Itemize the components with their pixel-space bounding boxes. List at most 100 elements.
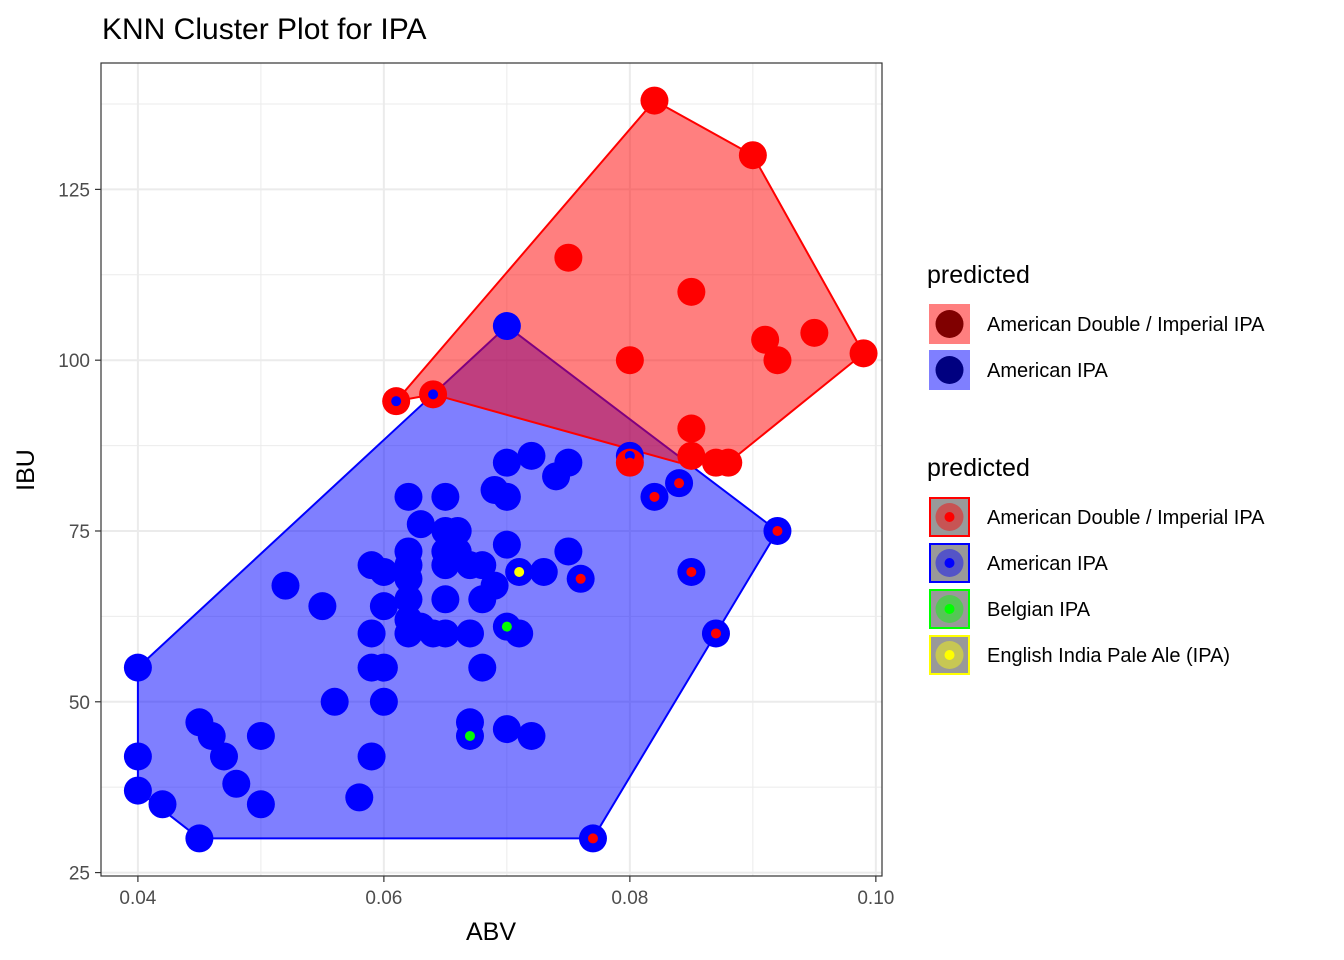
data-point-inner bbox=[452, 546, 463, 557]
data-point-inner bbox=[551, 471, 562, 482]
data-point-inner bbox=[317, 601, 328, 612]
data-point-inner bbox=[464, 717, 475, 728]
y-axis: 25 50 75 100 125 bbox=[58, 180, 101, 885]
data-point-inner bbox=[218, 751, 229, 762]
plot-border bbox=[100, 62, 883, 877]
legend-title: predicted bbox=[927, 261, 1030, 289]
data-point-inner bbox=[501, 457, 512, 468]
x-tick-label: 0.10 bbox=[857, 888, 894, 909]
data-point-inner bbox=[403, 628, 414, 639]
data-point-inner bbox=[403, 573, 414, 584]
data-point-inner bbox=[624, 457, 635, 468]
y-axis-title: IBU bbox=[12, 449, 40, 491]
data-point-inner bbox=[391, 396, 402, 407]
data-point-inner bbox=[514, 628, 525, 639]
data-point-inner bbox=[403, 614, 414, 625]
x-tick-label: 0.06 bbox=[365, 888, 402, 909]
data-point-inner bbox=[501, 539, 512, 550]
data-point-inner bbox=[563, 252, 574, 263]
x-tick-label: 0.08 bbox=[611, 888, 648, 909]
data-point-inner bbox=[255, 730, 266, 741]
cluster-hull bbox=[395, 99, 865, 464]
data-point-inner bbox=[366, 628, 377, 639]
data-point-inner bbox=[477, 594, 488, 605]
legend-item: Belgian IPA bbox=[929, 589, 1091, 629]
data-point-inner bbox=[378, 662, 389, 673]
legend-item: American IPA bbox=[929, 543, 1108, 583]
data-point-inner bbox=[464, 730, 475, 741]
data-point-inner bbox=[772, 525, 783, 536]
legend-dot bbox=[944, 604, 955, 614]
legend-label: American IPA bbox=[987, 360, 1108, 382]
legend-label: American Double / Imperial IPA bbox=[987, 507, 1265, 529]
y-tick-label: 50 bbox=[69, 693, 90, 714]
legend-swatch bbox=[929, 635, 970, 675]
data-point-inner bbox=[489, 484, 500, 495]
data-point-inner bbox=[366, 560, 377, 571]
data-point-inner bbox=[280, 580, 291, 591]
y-tick-label: 125 bbox=[58, 180, 90, 201]
data-point-inner bbox=[157, 799, 168, 810]
data-point-inner bbox=[428, 389, 439, 400]
x-axis: 0.04 0.06 0.08 0.10 bbox=[119, 876, 894, 909]
data-point-inner bbox=[403, 546, 414, 557]
data-point-inner bbox=[710, 628, 721, 639]
data-point-inner bbox=[538, 566, 549, 577]
data-point-inner bbox=[366, 751, 377, 762]
data-point-inner bbox=[723, 457, 734, 468]
data-point-inner bbox=[231, 778, 242, 789]
data-point-inner bbox=[403, 491, 414, 502]
data-point-inner bbox=[440, 491, 451, 502]
legend-label: Belgian IPA bbox=[987, 599, 1091, 621]
data-point-inner bbox=[440, 546, 451, 557]
plot-area bbox=[100, 62, 883, 877]
data-point-inner bbox=[440, 525, 451, 536]
legend-group: predicted American Double / Imperial IPA A… bbox=[927, 454, 1265, 675]
y-tick-label: 100 bbox=[58, 351, 90, 372]
data-point-inner bbox=[575, 573, 586, 584]
data-point-inner bbox=[649, 491, 660, 502]
data-point-inner bbox=[452, 525, 463, 536]
data-point-inner bbox=[674, 478, 685, 489]
data-point-inner bbox=[501, 491, 512, 502]
data-point-inner bbox=[624, 355, 635, 366]
data-point-inner bbox=[686, 423, 697, 434]
data-point-inner bbox=[255, 799, 266, 810]
data-point-inner bbox=[428, 628, 439, 639]
data-point-inner bbox=[378, 566, 389, 577]
data-point-inner bbox=[649, 95, 660, 106]
y-tick-label: 75 bbox=[69, 522, 90, 543]
data-point-inner bbox=[501, 321, 512, 332]
data-point-inner bbox=[747, 150, 758, 161]
data-point-inner bbox=[132, 662, 143, 673]
data-point-inner bbox=[415, 519, 426, 530]
data-point-inner bbox=[440, 628, 451, 639]
legend-dot bbox=[944, 558, 955, 568]
data-point-inner bbox=[477, 560, 488, 571]
data-point-inner bbox=[378, 696, 389, 707]
data-point-inner bbox=[563, 546, 574, 557]
data-point-inner bbox=[415, 621, 426, 632]
legend-dot bbox=[935, 356, 964, 384]
data-point-inner bbox=[809, 327, 820, 338]
data-point-inner bbox=[501, 724, 512, 735]
data-point-inner bbox=[378, 601, 389, 612]
legend-label: American Double / Imperial IPA bbox=[987, 314, 1265, 336]
data-point-inner bbox=[194, 717, 205, 728]
legend-item: American Double / Imperial IPA bbox=[929, 497, 1265, 537]
data-point-inner bbox=[464, 560, 475, 571]
legend-label: American IPA bbox=[987, 553, 1108, 575]
chart-title: KNN Cluster Plot for IPA bbox=[102, 13, 427, 46]
data-point-inner bbox=[760, 334, 771, 345]
data-point-inner bbox=[526, 450, 537, 461]
legend-title: predicted bbox=[927, 454, 1030, 482]
data-point-inner bbox=[858, 348, 869, 359]
data-point-inner bbox=[514, 566, 525, 577]
x-tick-label: 0.04 bbox=[119, 888, 156, 909]
legend-dot bbox=[944, 650, 955, 660]
data-point-inner bbox=[710, 457, 721, 468]
legend-dot bbox=[944, 512, 955, 522]
data-point-inner bbox=[686, 286, 697, 297]
data-point-inner bbox=[440, 560, 451, 571]
